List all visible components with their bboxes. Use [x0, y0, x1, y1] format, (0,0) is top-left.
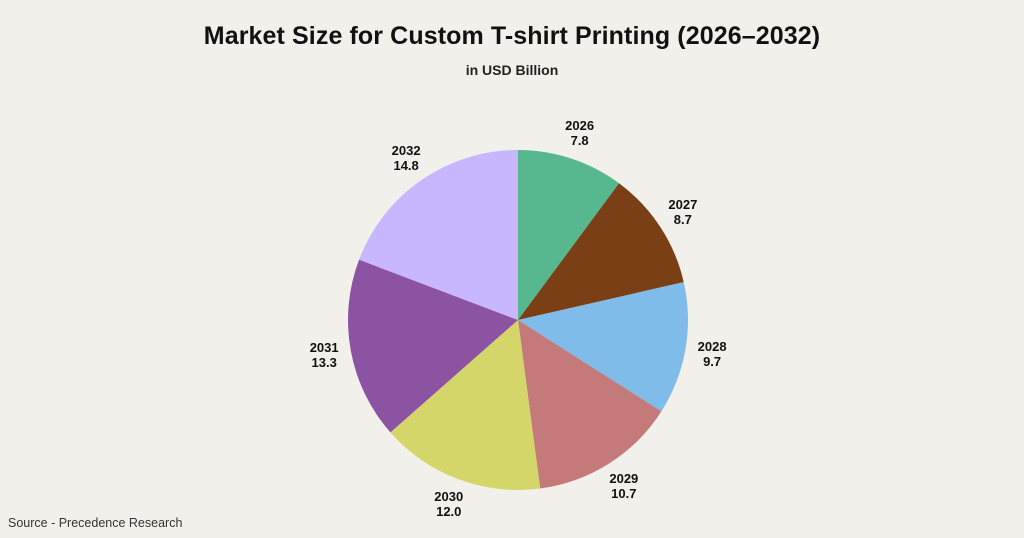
- pie-slice-2032: [359, 150, 518, 320]
- slice-label-2027: 2027 8.7: [668, 197, 698, 228]
- pie-slice-2027: [518, 183, 684, 320]
- slice-label-2029: 2029 10.7: [609, 471, 639, 502]
- slice-label-2026: 2026 7.8: [565, 117, 595, 148]
- chart-subtitle: in USD Billion: [465, 62, 559, 78]
- pie-slice-2031: [347, 259, 518, 433]
- pie-slice-2030: [390, 320, 541, 491]
- source-note: Source - Precedence Research: [8, 516, 183, 530]
- pie-slice-2029: [518, 320, 662, 489]
- slice-label-2032: 2032 14.8: [391, 142, 421, 173]
- chart-title: Market Size for Custom T-shirt Printing …: [203, 22, 821, 50]
- pie-slice-2028: [518, 282, 689, 412]
- slice-label-2028: 2028 9.7: [697, 338, 727, 369]
- slice-label-2030: 2030 12.0: [434, 489, 464, 520]
- pie-slice-2026: [518, 150, 620, 320]
- slice-label-2031: 2031 13.3: [309, 340, 339, 371]
